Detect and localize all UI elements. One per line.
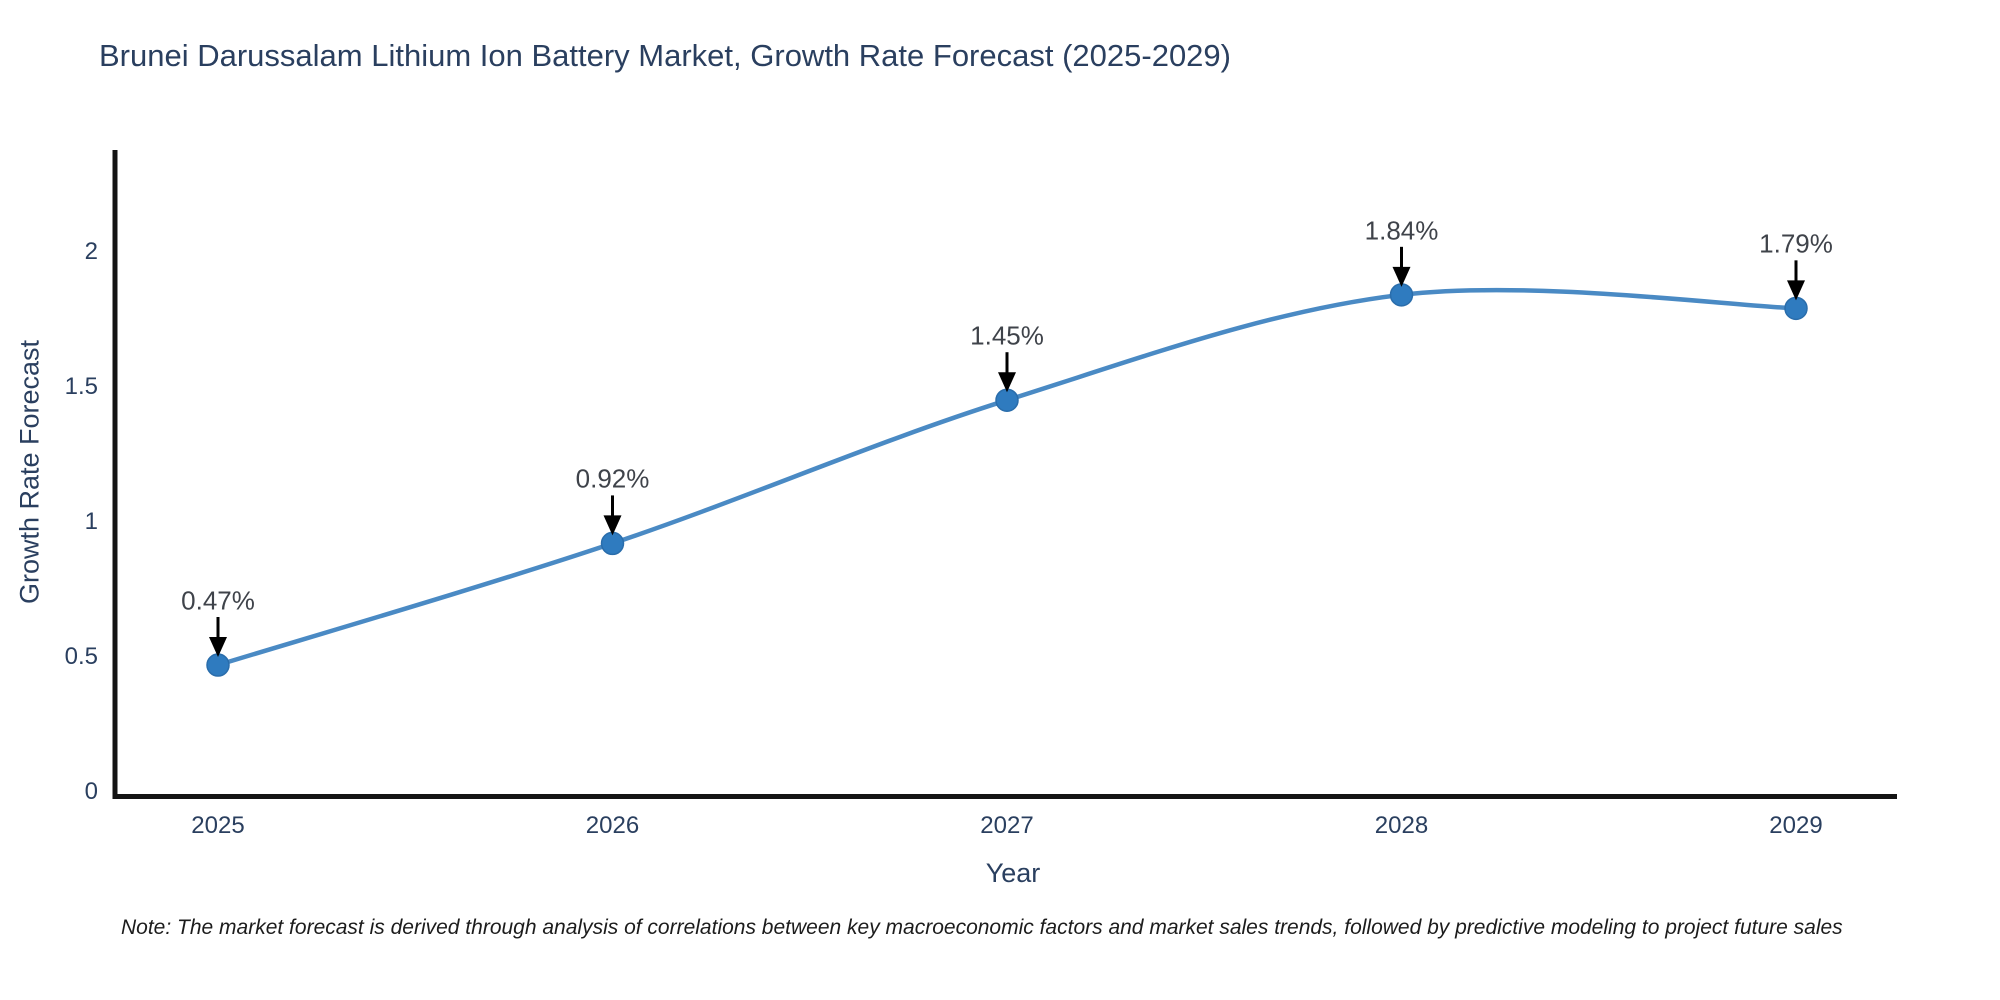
- x-tick-label: 2028: [1374, 812, 1429, 839]
- chart-note: Note: The market forecast is derived thr…: [121, 916, 1843, 939]
- data-point-marker: [1784, 296, 1808, 321]
- data-point-marker: [206, 653, 230, 677]
- point-value-label: 0.92%: [575, 463, 650, 494]
- y-axis-title: Growth Rate Forecast: [14, 339, 45, 605]
- x-tick-label: 2026: [585, 812, 640, 839]
- data-point-marker: [995, 388, 1019, 412]
- chart-title: Brunei Darussalam Lithium Ion Battery Ma…: [99, 38, 1231, 73]
- annotation-arrow-head: [209, 637, 227, 658]
- x-tick-label: 2029: [1769, 812, 1823, 839]
- data-point-marker: [600, 531, 625, 556]
- y-tick-label: 0.5: [64, 642, 98, 670]
- y-tick-label: 1.5: [64, 372, 98, 400]
- x-tick-label: 2027: [980, 812, 1034, 839]
- annotation-arrow-head: [603, 515, 622, 536]
- point-value-label: 1.84%: [1364, 215, 1439, 246]
- y-tick-label: 1: [84, 507, 98, 535]
- annotation-arrow-head: [1392, 266, 1411, 287]
- x-axis-title: Year: [985, 858, 1041, 888]
- point-value-label: 1.45%: [970, 320, 1044, 351]
- annotation-arrow-head: [998, 372, 1016, 393]
- y-tick-label: 2: [84, 237, 98, 265]
- point-value-label: 1.79%: [1759, 228, 1833, 259]
- point-value-label: 0.47%: [181, 585, 255, 616]
- data-point-marker: [1389, 283, 1414, 307]
- annotation-arrow-head: [1787, 280, 1805, 301]
- x-tick-label: 2025: [191, 812, 245, 839]
- y-tick-label: 0: [84, 778, 98, 805]
